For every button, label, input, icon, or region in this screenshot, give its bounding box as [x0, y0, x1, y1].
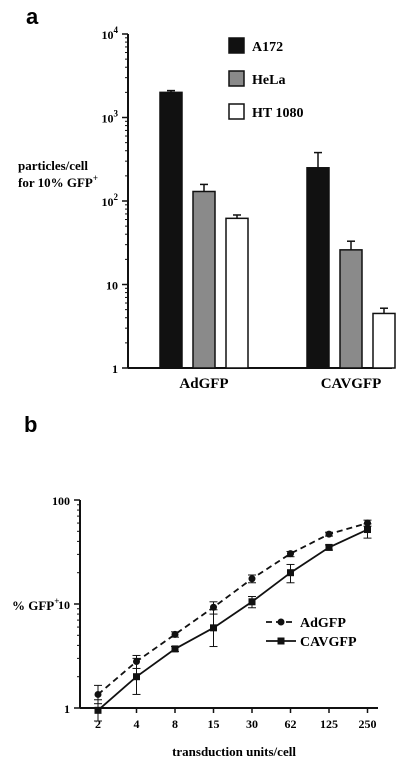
panel-b-legend-marker: [277, 618, 285, 626]
panel-a-letter: a: [26, 4, 39, 29]
panel-a-category-label: CAVGFP: [321, 376, 382, 392]
panel-a-bar: [192, 190, 216, 369]
panel-b-xaxis: 2 4 8 15 30 62 125 250: [80, 707, 378, 731]
panel-a-legend-label: HT 1080: [252, 106, 303, 121]
panel-b-xtick-label: 62: [285, 717, 297, 731]
panel-b-xtick-label: 15: [208, 717, 220, 731]
panel-b-point: [364, 519, 371, 527]
panel-b-point: [133, 673, 140, 681]
panel-b-point: [325, 530, 333, 538]
panel-a-ylabel: particles/cell for 10% GFP+: [18, 158, 98, 190]
panel-a-bar: [306, 167, 330, 369]
panel-b-xtick-label: 30: [246, 717, 258, 731]
panel-b-xtick-label: 8: [172, 717, 178, 731]
panel-b-point: [364, 526, 371, 534]
panel-b-yaxis: 1 10 100: [52, 494, 81, 716]
panel-b-xtick-label: 2: [95, 717, 101, 731]
panel-b-xtick-label: 4: [134, 717, 140, 731]
panel-b-ytick-label: 10: [58, 598, 70, 612]
panel-b-series-line: [97, 522, 368, 696]
panel-a-legend-swatch: [228, 103, 245, 120]
panel-b-point: [94, 706, 102, 714]
panel-b-point: [325, 543, 333, 551]
panel-b-point: [171, 630, 179, 638]
panel-a-ytick-base: 10: [106, 279, 118, 293]
panel-a-legend-label: A172: [252, 40, 283, 55]
panel-a-ytick-base: 10: [102, 28, 114, 42]
panel-a-bar: [225, 217, 249, 369]
panel-a-ytick-label: 103: [102, 109, 119, 126]
panel-a-legend-label: HeLa: [252, 73, 285, 88]
panel-a-ytick-exp: 2: [114, 192, 119, 202]
panel-b-legend-label: AdGFP: [300, 616, 346, 631]
panel-a-legend-swatch: [228, 37, 245, 54]
panel-a-legend: A172 HeLa HT 1080: [228, 37, 303, 121]
panel-b-point: [287, 550, 294, 558]
panel-a-ylabel-line1: particles/cell: [18, 158, 88, 173]
panel-a-bars: [159, 89, 396, 369]
panel-b-point: [171, 645, 179, 653]
panel-b-ytick-label: 1: [64, 702, 70, 716]
panel-a-bar: [159, 91, 183, 369]
panel-b-series: [94, 519, 372, 722]
panel-b-legend-label: CAVGFP: [300, 635, 357, 650]
panel-a-ytick-label: 10: [106, 279, 118, 293]
panel-a-ytick-label: 1: [112, 362, 118, 376]
panel-b-xlabel: transduction units/cell: [172, 744, 296, 759]
panel-b-legend: AdGFP CAVGFP: [266, 616, 357, 650]
panel-a-ytick-exp: 3: [114, 109, 119, 119]
panel-b-point: [210, 624, 217, 632]
panel-a-ylabel-line2: for 10% GFP+: [18, 173, 98, 190]
panel-a-bar: [339, 249, 363, 369]
panel-b-point: [287, 569, 294, 577]
panel-b-point: [248, 598, 256, 606]
panel-a-legend-swatch: [228, 70, 245, 87]
panel-a-categories: AdGFP CAVGFP: [179, 376, 381, 392]
panel-a-category-label: AdGFP: [179, 376, 228, 392]
panel-b-point: [248, 575, 256, 583]
panel-b-letter: b: [24, 412, 37, 437]
panel-b-ylabel: % GFP+: [12, 596, 59, 613]
panel-b-xtick-label: 250: [359, 717, 377, 731]
panel-a-ytick-base: 1: [112, 362, 118, 376]
panel-a-ytick-base: 10: [102, 195, 114, 209]
panel-b-point: [210, 603, 217, 611]
panel-a-bar: [372, 312, 396, 369]
panel-b-ytick-label: 100: [52, 494, 70, 508]
panel-a-ytick-label: 104: [102, 25, 119, 42]
panel-a-ytick-base: 10: [102, 112, 114, 126]
panel-b-point: [94, 690, 102, 698]
panel-b-series-line: [97, 528, 368, 711]
panel-b-legend-marker: [277, 637, 285, 645]
panel-b-xtick-label: 125: [320, 717, 338, 731]
panel-a-ytick-label: 102: [102, 192, 119, 209]
panel-a-ytick-exp: 4: [114, 25, 119, 35]
panel-b: b 1 10 100 2 4 8 15 30 62 125 250 % GFP+ transduc…: [12, 412, 378, 759]
